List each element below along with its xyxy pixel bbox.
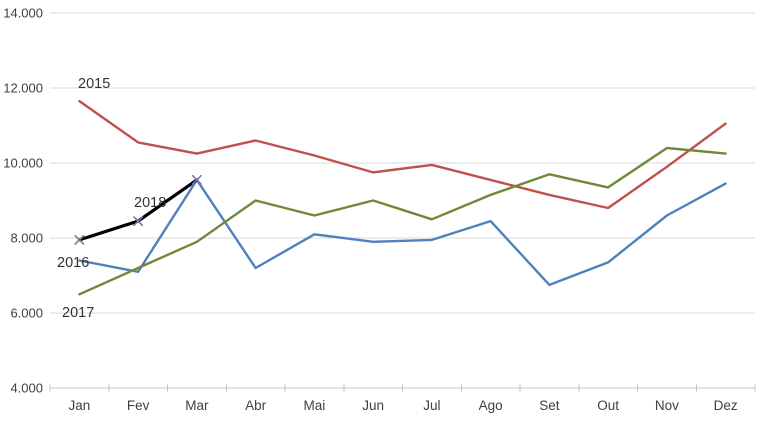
series-label-2016: 2016 <box>57 255 89 271</box>
x-axis-month-label: Mai <box>303 398 325 413</box>
x-axis-month-label: Abr <box>245 398 267 413</box>
x-axis-month-label: Mar <box>185 398 209 413</box>
x-axis-month-label: Set <box>539 398 560 413</box>
y-axis-tick-label: 6.000 <box>10 306 43 321</box>
x-axis-month-label: Nov <box>655 398 679 413</box>
series-label-2015: 2015 <box>78 76 110 92</box>
x-axis-month-label: Jul <box>423 398 440 413</box>
x-axis-month-label: Fev <box>127 398 150 413</box>
series-line-2015 <box>78 99 727 210</box>
x-axis-month-label: Jan <box>68 398 90 413</box>
series-line-2016 <box>78 178 727 287</box>
series-label-2017: 2017 <box>62 305 94 321</box>
x-axis-month-label: Ago <box>479 398 503 413</box>
x-axis-month-label: Out <box>597 398 619 413</box>
y-axis-tick-label: 12.000 <box>3 81 43 96</box>
y-axis-tick-label: 10.000 <box>3 156 43 171</box>
y-axis-tick-label: 14.000 <box>3 6 43 21</box>
x-marker-2018-Fev <box>133 216 144 227</box>
x-marker-2018-Jan <box>74 234 85 245</box>
series-label-2018: 2018 <box>134 195 166 211</box>
x-axis-month-label: Dez <box>714 398 738 413</box>
y-axis-tick-label: 4.000 <box>10 381 43 396</box>
x-axis-month-label: Jun <box>362 398 384 413</box>
y-axis-tick-label: 8.000 <box>10 231 43 246</box>
series-line-2017 <box>78 146 727 296</box>
x-marker-2018-Mar <box>191 174 202 185</box>
